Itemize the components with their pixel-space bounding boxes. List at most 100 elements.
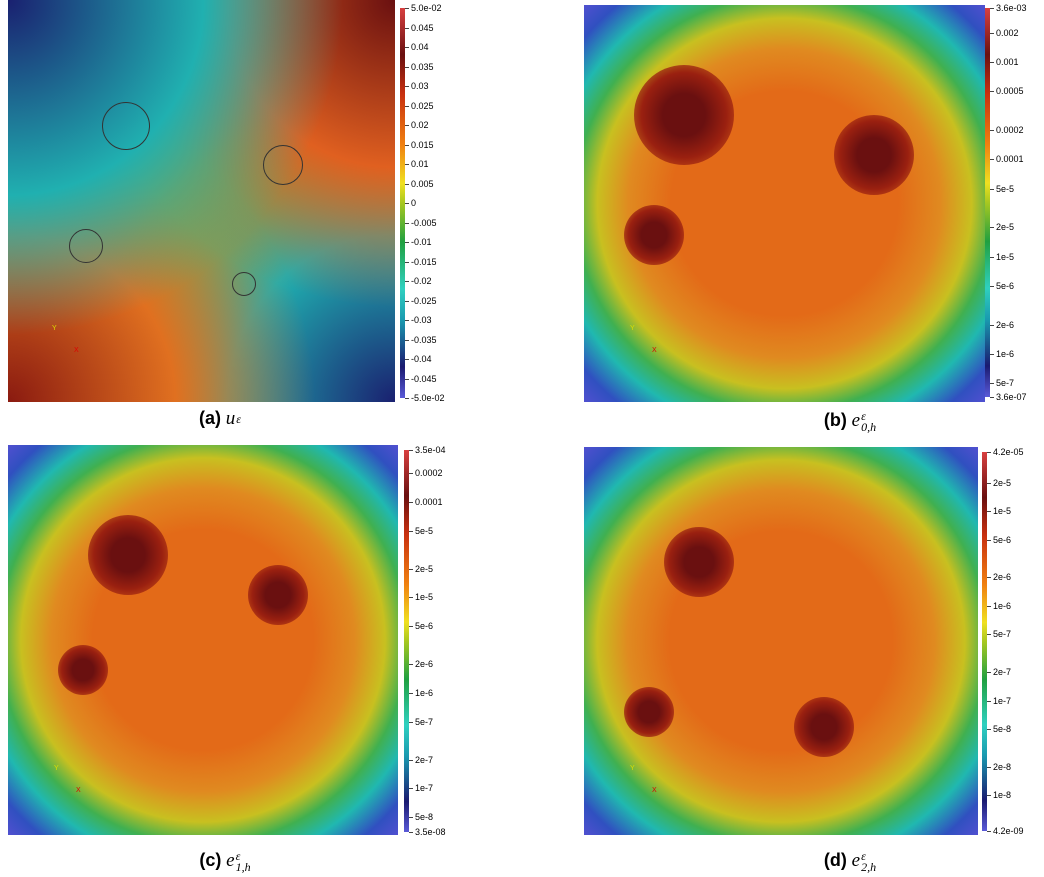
caption: (d) e ε 2,h: [824, 850, 876, 873]
colorbar-tick-label: 0.0005: [990, 86, 1024, 97]
scripts: ε: [236, 412, 241, 427]
colorbar-tick-label: 4.2e-05: [987, 447, 1024, 457]
axis-label: Y: [630, 765, 635, 772]
colorbar-tick-label: 5e-6: [408, 621, 434, 632]
superscript: ε: [861, 408, 866, 423]
colorbar-tick-label: 3.6e-07: [990, 392, 1027, 402]
caption: (b) e ε 0,h: [824, 410, 876, 433]
colorbar-tick-label: 2e-5: [989, 222, 1015, 233]
colorbar: [404, 450, 409, 832]
colorbar-tick-label: 1e-7: [986, 695, 1012, 706]
colorbar-tick-label: -0.035: [405, 334, 437, 345]
field-image: [8, 0, 395, 402]
colorbar-tick-label: 0.02: [405, 120, 429, 130]
colorbar-tick-label: 1e-6: [989, 348, 1015, 359]
colorbar-tick-label: -0.03: [405, 315, 432, 325]
axis-label: Y: [52, 325, 57, 332]
colorbar-tick-label: 5e-5: [989, 183, 1015, 194]
colorbar-tick-label: 5e-5: [408, 525, 434, 536]
colorbar-tick-label: 0.0002: [990, 125, 1024, 136]
colorbar-tick-label: 5e-8: [986, 724, 1012, 735]
caption-symbol: e: [851, 850, 861, 871]
colorbar-tick-label: 0.0001: [409, 496, 443, 507]
colorbar-tick-label: 2e-8: [986, 761, 1012, 772]
colorbar-tick-label: 0.025: [405, 100, 434, 111]
colorbar-tick-label: 2e-7: [986, 667, 1012, 678]
superscript: ε: [235, 848, 241, 863]
colorbar: [982, 452, 987, 831]
colorbar-tick-label: 0.045: [405, 22, 434, 33]
colorbar-tick-label: 3.6e-03: [990, 3, 1027, 13]
colorbar-tick-label: 0.015: [405, 139, 434, 150]
colorbar-tick-label: 2e-6: [408, 659, 434, 670]
colorbar-tick-label: -0.015: [405, 256, 437, 267]
colorbar-tick-label: 5e-7: [986, 629, 1012, 640]
axis-label: X: [74, 347, 79, 354]
colorbar-tick-label: -0.045: [405, 373, 437, 384]
error-image: [584, 5, 985, 402]
colorbar-tick-label: 2e-7: [408, 754, 434, 765]
colorbar-tick-label: -0.04: [405, 354, 432, 364]
subscript: 2,h: [861, 859, 877, 874]
colorbar-tick-label: 0.0001: [990, 154, 1024, 165]
colorbar-tick-label: 2e-5: [986, 477, 1012, 488]
error-image: [8, 445, 398, 835]
caption-label: (a): [199, 408, 222, 428]
colorbar-tick-label: -0.01: [405, 237, 432, 247]
subscript: 0,h: [861, 419, 877, 434]
scripts: ε 1,h: [235, 848, 251, 874]
colorbar-tick-label: 5e-6: [986, 534, 1012, 545]
subscript: 1,h: [235, 859, 251, 874]
axis-label: X: [652, 787, 657, 794]
colorbar-tick-label: -0.025: [405, 295, 437, 306]
scripts: ε 0,h: [861, 408, 877, 434]
axis-label: X: [76, 787, 81, 794]
axis-label: Y: [54, 765, 59, 772]
colorbar-tick-label: 2e-5: [408, 563, 434, 574]
scripts: ε 2,h: [861, 850, 877, 874]
colorbar-tick-label: 5e-7: [989, 378, 1015, 389]
axis-label: Y: [630, 325, 635, 332]
colorbar-tick-label: 0.01: [405, 159, 429, 169]
colorbar-tick-label: 2e-6: [989, 319, 1015, 330]
colorbar-tick-label: 5e-7: [408, 716, 434, 727]
colorbar-tick-label: 1e-8: [986, 790, 1012, 801]
colorbar-tick-label: 1e-6: [986, 600, 1012, 611]
colorbar-tick-label: 0.035: [405, 61, 434, 72]
colorbar-tick-label: 3.5e-04: [409, 445, 446, 455]
colorbar: [985, 8, 990, 397]
colorbar-tick-label: -0.02: [405, 276, 432, 286]
colorbar-tick-label: 5e-6: [989, 280, 1015, 291]
colorbar-tick-label: 1e-5: [408, 592, 434, 603]
caption-label: (c): [199, 850, 222, 870]
colorbar-tick-label: 0.04: [405, 42, 429, 52]
caption-label: (d): [823, 850, 847, 870]
colorbar-tick-label: 0: [404, 198, 417, 208]
colorbar-tick-label: 1e-7: [408, 783, 434, 794]
colorbar-tick-label: 1e-5: [986, 506, 1012, 517]
colorbar-tick-label: 0.03: [405, 81, 429, 91]
caption-label: (b): [823, 410, 847, 430]
colorbar-tick-label: -0.005: [405, 217, 437, 228]
colorbar-tick-label: 1e-5: [989, 251, 1015, 262]
colorbar-tick-label: -5.0e-02: [405, 393, 445, 403]
caption: (c) e ε 1,h: [199, 850, 250, 873]
caption-symbol: e: [226, 850, 235, 871]
caption-symbol: u: [225, 408, 236, 429]
colorbar-tick-label: 0.0002: [409, 468, 443, 479]
superscript: ε: [236, 412, 241, 427]
colorbar-tick-label: 2e-6: [986, 572, 1012, 583]
error-image: [584, 447, 978, 835]
colorbar-tick-label: 0.005: [405, 178, 434, 189]
colorbar-tick-label: 5e-8: [408, 812, 434, 823]
caption-symbol: e: [851, 410, 861, 431]
axis-label: X: [652, 347, 657, 354]
colorbar-tick-label: 5.0e-02: [405, 3, 442, 13]
colorbar: [400, 8, 405, 398]
colorbar-tick-label: 4.2e-09: [987, 826, 1024, 836]
colorbar-tick-label: 0.002: [990, 27, 1019, 38]
colorbar-tick-label: 0.001: [990, 57, 1019, 68]
colorbar-tick-label: 3.5e-08: [409, 827, 446, 837]
